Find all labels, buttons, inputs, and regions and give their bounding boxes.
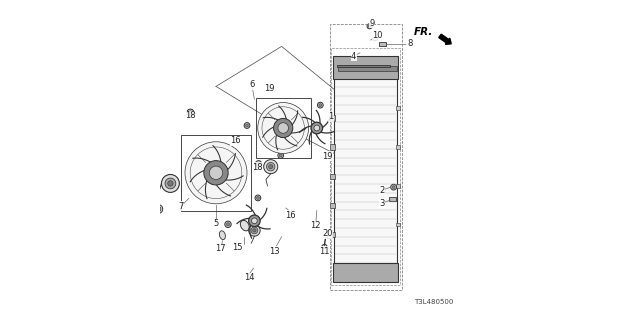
Text: 13: 13	[269, 247, 280, 256]
Bar	[256, 98, 310, 158]
Circle shape	[278, 123, 289, 133]
Circle shape	[189, 111, 192, 115]
Bar	[396, 184, 400, 188]
Text: 8: 8	[407, 39, 412, 48]
Circle shape	[168, 181, 173, 186]
Text: 20: 20	[323, 229, 333, 238]
Circle shape	[390, 184, 397, 190]
Circle shape	[225, 221, 231, 228]
Circle shape	[248, 215, 260, 227]
Text: 16: 16	[285, 211, 296, 220]
Circle shape	[255, 161, 262, 167]
Bar	[330, 145, 335, 150]
Bar	[330, 116, 335, 121]
Circle shape	[369, 25, 371, 28]
Text: 14: 14	[244, 273, 254, 282]
Circle shape	[246, 124, 248, 127]
Circle shape	[317, 102, 323, 108]
Bar	[333, 56, 398, 79]
Circle shape	[274, 118, 293, 138]
Circle shape	[165, 178, 176, 189]
Bar	[334, 70, 397, 263]
Circle shape	[154, 204, 163, 213]
Text: T3L480500: T3L480500	[414, 300, 453, 305]
Circle shape	[257, 162, 260, 165]
Bar	[338, 66, 397, 71]
Text: 17: 17	[216, 244, 226, 253]
Circle shape	[319, 104, 322, 107]
Circle shape	[314, 125, 320, 131]
Circle shape	[392, 186, 395, 188]
Circle shape	[279, 154, 282, 157]
Circle shape	[209, 166, 223, 180]
Circle shape	[255, 195, 261, 201]
Text: 19: 19	[264, 84, 275, 92]
Ellipse shape	[220, 231, 225, 240]
Circle shape	[367, 24, 372, 29]
Bar	[396, 145, 400, 149]
Bar	[380, 42, 387, 46]
Text: 7: 7	[178, 202, 184, 211]
Text: 1: 1	[328, 112, 333, 121]
Text: 5: 5	[213, 220, 219, 228]
Text: FR.: FR.	[414, 27, 434, 37]
Circle shape	[244, 123, 250, 128]
Text: 10: 10	[372, 31, 383, 40]
Bar	[332, 48, 400, 285]
Bar	[330, 24, 402, 290]
Text: 18: 18	[252, 163, 262, 172]
Circle shape	[257, 196, 259, 199]
Circle shape	[248, 225, 260, 236]
Bar	[328, 230, 332, 238]
Text: 16: 16	[230, 136, 241, 145]
Text: 3: 3	[379, 199, 385, 208]
Circle shape	[187, 109, 194, 116]
Circle shape	[264, 160, 278, 174]
Bar	[396, 107, 400, 110]
Circle shape	[157, 208, 159, 210]
Bar	[389, 197, 396, 201]
Text: 4: 4	[351, 52, 356, 60]
Text: 2: 2	[379, 186, 385, 195]
Circle shape	[204, 161, 228, 185]
FancyArrow shape	[439, 34, 451, 44]
Circle shape	[227, 223, 230, 226]
Circle shape	[252, 218, 257, 224]
Circle shape	[311, 122, 323, 134]
Bar	[330, 203, 335, 208]
Text: 18: 18	[185, 111, 195, 120]
Circle shape	[258, 102, 308, 154]
Bar	[333, 263, 398, 282]
Circle shape	[161, 174, 179, 192]
Bar	[330, 232, 335, 237]
Text: 9: 9	[369, 19, 375, 28]
Bar	[330, 173, 335, 179]
Circle shape	[156, 206, 161, 212]
Bar	[337, 65, 390, 67]
Circle shape	[251, 227, 258, 234]
Circle shape	[278, 153, 284, 158]
Text: 15: 15	[232, 243, 243, 252]
Text: 12: 12	[310, 221, 321, 230]
Bar	[181, 135, 251, 211]
Circle shape	[185, 142, 247, 204]
Text: 11: 11	[319, 247, 330, 256]
Text: 19: 19	[323, 152, 333, 161]
Ellipse shape	[241, 220, 249, 231]
Ellipse shape	[322, 244, 327, 248]
Text: 6: 6	[249, 80, 255, 89]
Circle shape	[253, 229, 256, 232]
Bar	[396, 222, 400, 226]
Circle shape	[269, 164, 273, 169]
Ellipse shape	[372, 37, 378, 41]
Circle shape	[266, 163, 275, 171]
